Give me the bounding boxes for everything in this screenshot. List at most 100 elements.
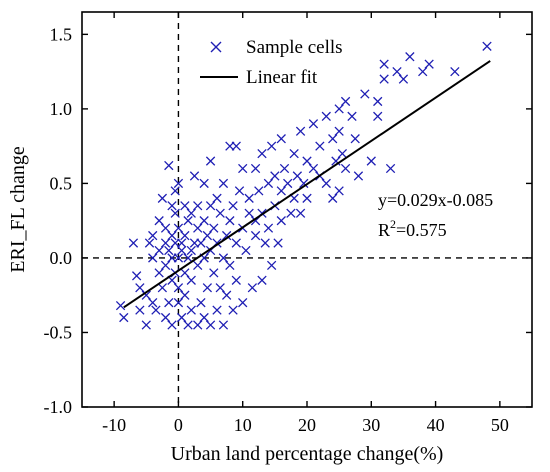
data-point (212, 305, 222, 315)
data-point (218, 253, 229, 263)
data-point (279, 163, 290, 174)
reference-lines (82, 12, 532, 407)
fit-line-group (123, 60, 491, 309)
data-point (266, 141, 277, 151)
x-tick-label: 40 (427, 415, 445, 435)
data-point (276, 186, 286, 196)
data-point (209, 268, 219, 278)
data-point (247, 283, 258, 293)
data-point (170, 208, 180, 218)
data-point (148, 230, 158, 241)
data-point (273, 238, 283, 248)
data-point (205, 156, 216, 166)
data-point (270, 171, 280, 181)
y-tick-label: 0.0 (50, 248, 73, 268)
data-point (215, 283, 225, 293)
data-point (276, 134, 286, 144)
data-point (173, 223, 184, 233)
r-squared: R2=0.575 (378, 217, 447, 240)
data-point (366, 156, 376, 166)
data-point (205, 201, 216, 211)
data-point (250, 230, 261, 241)
data-point (295, 208, 306, 218)
data-point (160, 312, 171, 323)
data-point (193, 223, 203, 233)
data-point (385, 163, 396, 174)
x-tick-label: 0 (174, 415, 183, 435)
data-point (186, 305, 196, 315)
legend-label-sample-cells: Sample cells (246, 37, 343, 58)
data-point (334, 126, 344, 136)
data-point (347, 111, 357, 121)
data-point (289, 148, 299, 159)
data-point (180, 230, 190, 241)
data-point (173, 178, 184, 189)
legend-marker-cross (210, 41, 222, 53)
data-point (321, 178, 331, 189)
data-point (164, 245, 174, 256)
data-point (167, 230, 177, 241)
y-tick-label: 0.5 (50, 173, 73, 193)
data-point (392, 66, 402, 77)
data-point (225, 216, 235, 226)
data-point (238, 298, 248, 308)
data-point (257, 148, 267, 159)
r-squared-value: =0.575 (396, 220, 447, 240)
data-point (257, 275, 267, 285)
data-point (260, 238, 270, 248)
data-point (424, 59, 434, 69)
data-point (135, 283, 145, 293)
data-point (221, 230, 232, 241)
data-point (202, 230, 213, 241)
data-point (193, 201, 203, 211)
data-point (482, 41, 492, 51)
data-point (119, 312, 129, 323)
data-point (196, 238, 206, 248)
x-tick-label: 50 (491, 415, 509, 435)
data-point (405, 52, 415, 62)
data-point (350, 134, 360, 144)
data-point (176, 245, 187, 256)
data-point (276, 216, 286, 226)
data-point (215, 208, 225, 218)
x-tick-label: 10 (234, 415, 252, 435)
data-point (151, 305, 161, 315)
data-point (176, 312, 187, 323)
data-point (218, 320, 229, 330)
x-axis-title: Urban land percentage change(%) (171, 443, 444, 465)
data-point (193, 320, 203, 330)
data-point (244, 193, 254, 203)
data-point (231, 275, 241, 285)
data-point (199, 178, 209, 189)
data-point (199, 216, 209, 226)
data-point (183, 253, 193, 263)
data-point (244, 208, 254, 218)
data-point (234, 186, 245, 196)
data-point (379, 59, 389, 69)
data-point (160, 238, 171, 248)
y-tick-label: -1.0 (44, 397, 73, 417)
data-point (157, 193, 168, 203)
data-point (450, 66, 460, 77)
data-point (180, 201, 190, 211)
data-point (308, 163, 319, 174)
fit-equation: y=0.029x-0.085 (378, 190, 493, 210)
data-point (250, 163, 261, 174)
data-point (157, 283, 168, 293)
data-point (131, 271, 142, 281)
y-axis-title: ERI_FL change (7, 146, 29, 273)
data-point (340, 96, 351, 107)
r-squared-prefix: R (378, 220, 390, 240)
data-point (186, 275, 196, 285)
y-tick-label: 1.0 (50, 99, 73, 119)
data-point (183, 216, 193, 226)
data-point (263, 223, 274, 233)
x-tick-label: 30 (362, 415, 380, 435)
data-point (183, 320, 193, 330)
data-point (308, 119, 319, 129)
data-point (135, 305, 145, 315)
data-point (141, 290, 151, 300)
data-point (202, 283, 213, 293)
data-point (141, 320, 151, 330)
